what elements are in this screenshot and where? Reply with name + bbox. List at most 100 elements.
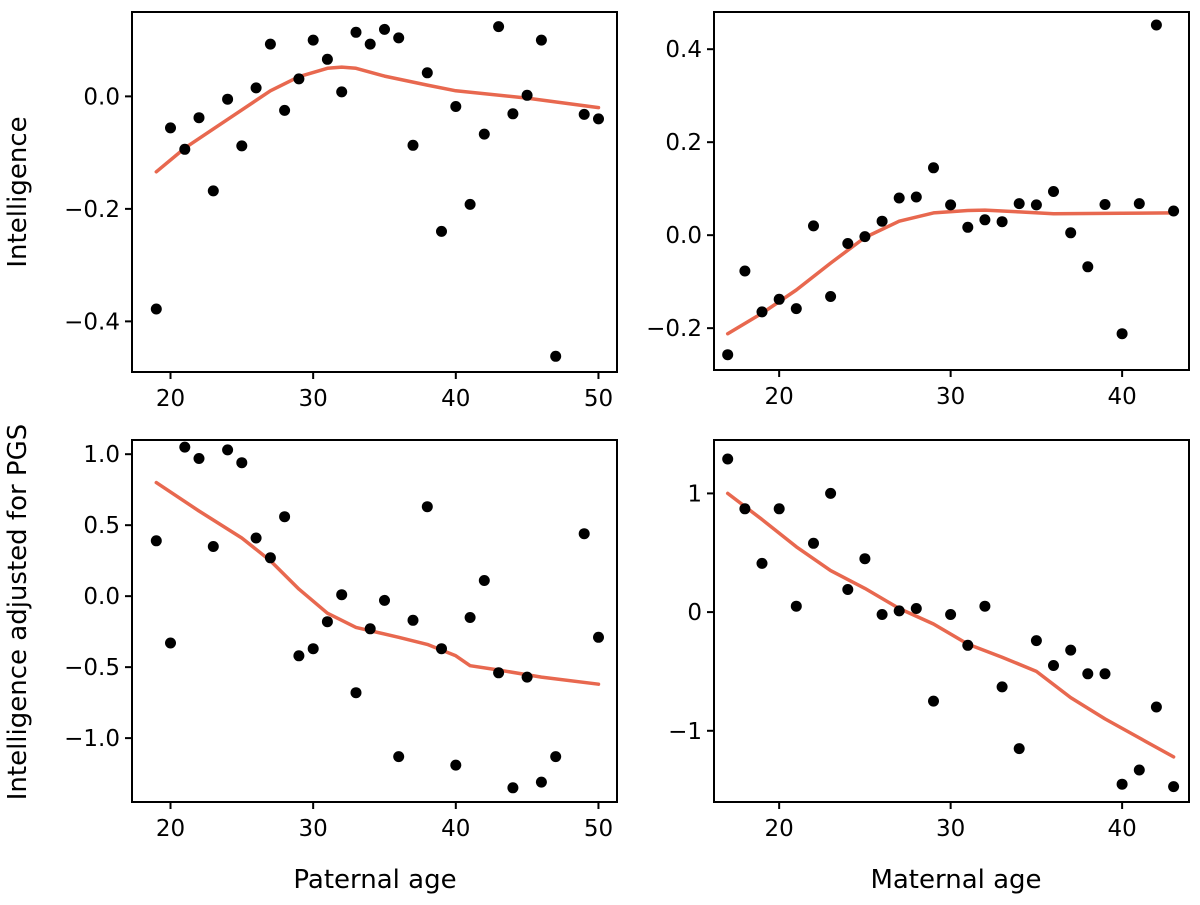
panel-paternal-adjusted: 20 30 40 50 1.0 0.5 0.0 −0.5 −1.0 — [64, 439, 618, 842]
x-tick-label: 30 — [299, 816, 328, 842]
data-point — [293, 650, 305, 662]
data-point — [379, 594, 390, 606]
trend-line — [154, 65, 601, 174]
data-point — [1048, 186, 1059, 197]
data-point — [222, 93, 234, 105]
data-point — [1065, 644, 1077, 656]
x-tick-label: 20 — [765, 816, 794, 842]
data-point — [842, 238, 854, 249]
y-tick-label: −0.5 — [64, 655, 120, 681]
y-axis-label-bottom: Intelligence adjusted for PGS — [3, 424, 33, 801]
data-point — [193, 112, 205, 124]
data-point — [893, 192, 905, 204]
axes-frame — [131, 11, 618, 373]
data-point — [264, 38, 276, 50]
y-tick-label: −1 — [668, 719, 702, 745]
x-tick-label: 40 — [1107, 384, 1136, 410]
data-point — [859, 553, 871, 565]
x-tick-label: 30 — [936, 816, 965, 842]
x-tick-label: 30 — [299, 386, 328, 412]
data-point — [464, 612, 476, 623]
data-point — [550, 751, 562, 763]
data-point — [962, 639, 974, 651]
data-point — [773, 503, 785, 515]
data-point — [1168, 205, 1180, 217]
y-tick-label: 1.0 — [83, 442, 120, 468]
y-tick-label: 0.4 — [665, 37, 702, 63]
data-point — [1030, 199, 1042, 211]
data-point — [893, 605, 905, 617]
data-point — [1133, 764, 1145, 776]
data-point — [876, 609, 888, 620]
data-point — [859, 231, 871, 243]
x-tick-label: 40 — [1107, 816, 1136, 842]
data-point — [1082, 668, 1094, 680]
x-axis-label-maternal: Maternal age — [870, 865, 1041, 895]
data-point — [1013, 743, 1025, 755]
data-point — [364, 38, 376, 50]
data-point — [808, 220, 819, 232]
data-point — [250, 82, 262, 94]
data-point — [393, 32, 405, 44]
axes-frame — [131, 439, 618, 803]
data-point — [1065, 227, 1077, 239]
data-point — [1150, 19, 1162, 31]
axes-frame — [713, 439, 1190, 803]
data-point — [521, 89, 533, 101]
data-point — [739, 503, 751, 515]
y-tick-label: 0.2 — [665, 130, 702, 156]
y-tick-label: −0.4 — [64, 309, 120, 335]
data-point — [307, 643, 319, 655]
data-point — [979, 214, 991, 226]
data-point — [150, 303, 162, 315]
data-point — [436, 643, 447, 655]
data-point — [756, 557, 768, 569]
axes-frame — [713, 11, 1190, 371]
data-point — [996, 216, 1008, 228]
data-point — [407, 614, 419, 626]
data-point — [250, 532, 262, 544]
data-point — [722, 349, 734, 361]
data-point — [1133, 198, 1145, 210]
data-point — [1013, 198, 1025, 210]
data-point — [464, 198, 476, 210]
data-point — [1116, 778, 1128, 790]
data-point — [179, 441, 191, 453]
data-point — [578, 528, 590, 540]
data-point — [876, 215, 888, 227]
panel-maternal-adjusted: 20 30 40 1 0 −1 — [668, 439, 1190, 842]
data-point — [825, 291, 837, 302]
y-tick-label: 0 — [687, 600, 702, 626]
data-point — [493, 667, 505, 679]
data-point — [279, 104, 291, 116]
data-point — [179, 143, 191, 155]
data-point — [364, 623, 376, 635]
x-tick-label: 50 — [584, 816, 613, 842]
data-point — [756, 306, 768, 318]
data-point — [222, 444, 234, 456]
data-point — [1168, 781, 1180, 793]
data-point — [478, 128, 490, 140]
data-point — [521, 671, 533, 683]
data-point — [493, 21, 505, 33]
data-point — [535, 776, 547, 788]
data-point — [236, 140, 248, 152]
data-point — [1048, 660, 1059, 671]
trend-line — [725, 491, 1176, 759]
x-tick-label: 50 — [584, 386, 613, 412]
data-point — [773, 293, 785, 305]
x-tick-label: 40 — [441, 816, 470, 842]
y-tick-label: −0.2 — [64, 197, 120, 223]
y-tick-label: 0.0 — [665, 223, 702, 249]
y-tick-label: 1 — [687, 481, 702, 507]
data-point — [722, 453, 734, 465]
data-point — [945, 609, 957, 620]
data-point — [421, 67, 433, 79]
data-point — [421, 501, 433, 513]
data-point — [962, 221, 974, 233]
data-point — [593, 113, 604, 125]
y-tick-label: −1.0 — [64, 726, 120, 752]
data-point — [979, 600, 991, 612]
data-point — [450, 101, 462, 112]
x-tick-label: 40 — [441, 386, 470, 412]
